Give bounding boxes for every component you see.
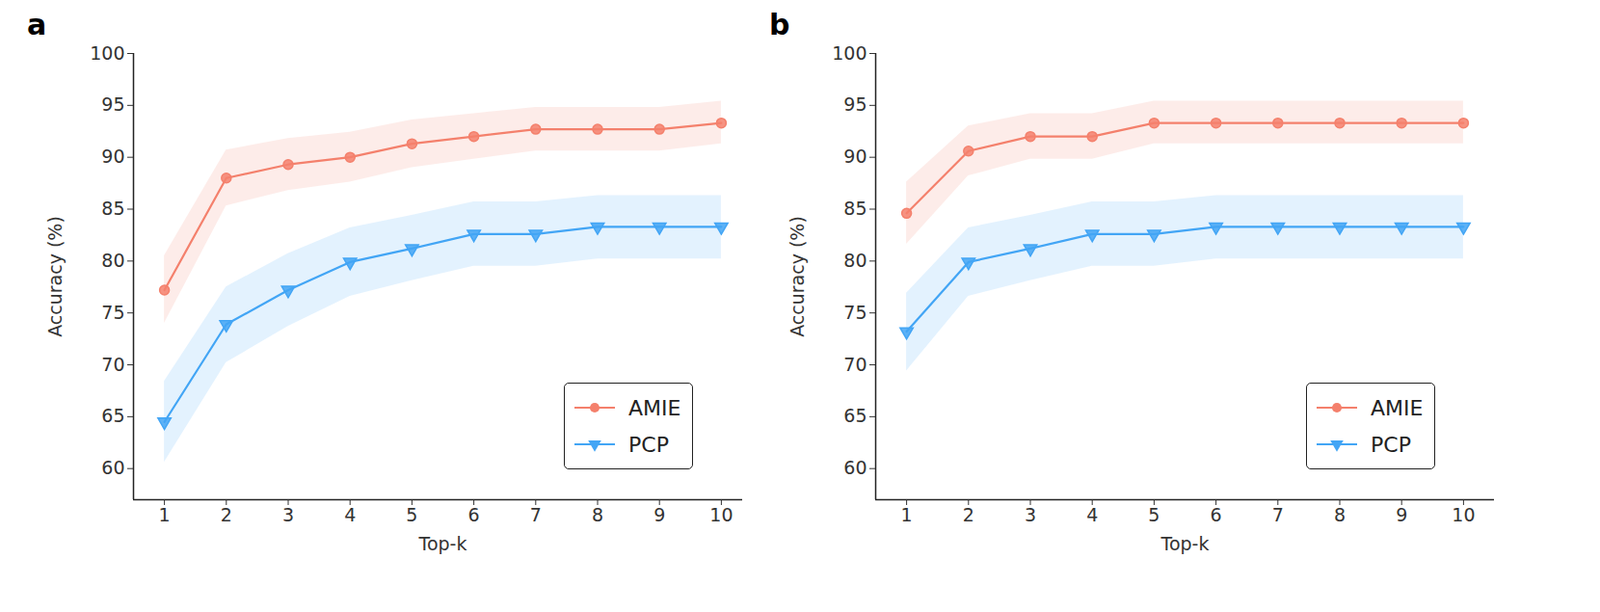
- svg-text:3: 3: [1024, 504, 1037, 526]
- svg-text:10: 10: [709, 504, 733, 526]
- svg-text:4: 4: [344, 504, 356, 526]
- svg-text:1: 1: [159, 504, 171, 526]
- svg-text:8: 8: [591, 504, 604, 526]
- svg-text:80: 80: [101, 249, 125, 271]
- svg-text:65: 65: [843, 404, 867, 427]
- svg-text:75: 75: [101, 301, 125, 323]
- html-text:PCP: PCP: [628, 432, 669, 457]
- svg-text:80: 80: [843, 249, 867, 271]
- svg-text:9: 9: [1395, 504, 1408, 526]
- svg-text:90: 90: [101, 145, 125, 167]
- svg-text:Accuracy (%): Accuracy (%): [44, 215, 66, 338]
- svg-text:90: 90: [843, 145, 867, 167]
- svg-text:85: 85: [101, 197, 125, 219]
- html-text:b: b: [769, 7, 790, 42]
- svg-text:9: 9: [653, 504, 666, 526]
- svg-text:75: 75: [843, 301, 867, 323]
- svg-text:Top-k: Top-k: [1160, 533, 1210, 555]
- svg-text:2: 2: [962, 504, 975, 526]
- svg-text:95: 95: [101, 93, 125, 115]
- svg-text:60: 60: [843, 456, 867, 479]
- svg-text:2: 2: [220, 504, 233, 526]
- svg-text:95: 95: [843, 93, 867, 115]
- svg-text:7: 7: [530, 504, 542, 526]
- svg-text:60: 60: [101, 456, 125, 479]
- svg-text:100: 100: [831, 42, 867, 64]
- html-text:AMIE: AMIE: [628, 395, 681, 420]
- svg-text:7: 7: [1272, 504, 1284, 526]
- svg-text:1: 1: [901, 504, 913, 526]
- svg-text:10: 10: [1451, 504, 1475, 526]
- svg-text:100: 100: [89, 42, 125, 64]
- svg-text:5: 5: [405, 504, 418, 526]
- svg-text:6: 6: [1210, 504, 1223, 526]
- svg-text:70: 70: [843, 353, 867, 375]
- svg-text:65: 65: [101, 404, 125, 427]
- html-text:AMIE: AMIE: [1370, 395, 1424, 420]
- html-text:a: a: [26, 7, 47, 42]
- svg-text:5: 5: [1147, 504, 1160, 526]
- svg-text:8: 8: [1333, 504, 1346, 526]
- svg-text:6: 6: [468, 504, 480, 526]
- svg-text:Top-k: Top-k: [418, 533, 468, 555]
- svg-text:3: 3: [282, 504, 294, 526]
- html-text:PCP: PCP: [1370, 432, 1411, 457]
- svg-text:85: 85: [843, 197, 867, 219]
- svg-text:Accuracy (%): Accuracy (%): [786, 215, 808, 338]
- svg-text:4: 4: [1086, 504, 1098, 526]
- svg-text:70: 70: [101, 353, 125, 375]
